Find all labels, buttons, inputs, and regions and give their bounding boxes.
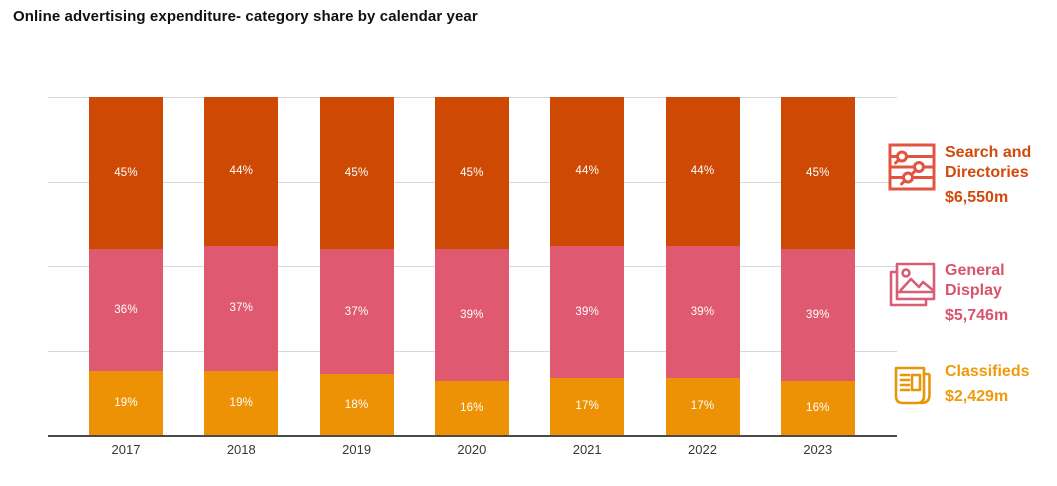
bar-segment: 17% bbox=[550, 377, 625, 435]
bar-value-label: 16% bbox=[460, 401, 484, 414]
bar-segment: 37% bbox=[204, 245, 279, 371]
chart-legend: Search and Directories $6,550m General D… bbox=[888, 0, 1056, 486]
bar-value-label: 36% bbox=[114, 303, 138, 316]
bar-value-label: 19% bbox=[229, 396, 254, 409]
stacked-bar-2020: 45% 39% 16% bbox=[434, 97, 509, 435]
legend-value: $5,746m bbox=[945, 307, 1009, 324]
legend-label-line: Classifieds bbox=[945, 363, 1030, 380]
x-tick-label: 2023 bbox=[803, 442, 833, 457]
legend-value: $2,429m bbox=[945, 388, 1009, 405]
x-axis-labels: 2017 2018 2019 2020 2021 2022 2023 bbox=[48, 442, 897, 460]
legend-value: $6,550m bbox=[945, 189, 1009, 206]
bar-value-label: 44% bbox=[690, 165, 715, 178]
plot-area: 45% 36% 19% 44% 37% 19% 45% 37% 18% 45% 39% 16% 44% 3… bbox=[48, 97, 897, 437]
bar-segment: 45% bbox=[780, 97, 855, 250]
bar-segment: 36% bbox=[89, 249, 163, 371]
stacked-bar-2017: 45% 36% 19% bbox=[89, 97, 163, 435]
bar-value-label: 17% bbox=[575, 400, 599, 413]
bar-segment: 17% bbox=[665, 377, 740, 435]
bar-segment: 37% bbox=[319, 249, 394, 375]
bar-value-label: 45% bbox=[460, 167, 484, 180]
legend-label-line: General bbox=[945, 262, 1005, 279]
legend-item-classifieds: Classifieds $2,429m bbox=[888, 362, 1029, 410]
bar-segment: 16% bbox=[434, 380, 509, 435]
bar-segment: 39% bbox=[780, 249, 855, 381]
stacked-bar-2022: 44% 39% 17% bbox=[665, 97, 740, 435]
bar-value-label: 37% bbox=[229, 302, 254, 315]
search-sliders-icon bbox=[888, 143, 936, 191]
stacked-bar-2018: 44% 37% 19% bbox=[204, 97, 279, 435]
x-tick-label: 2017 bbox=[111, 442, 141, 457]
bar-segment: 45% bbox=[89, 97, 163, 250]
bar-value-label: 18% bbox=[344, 398, 369, 411]
bar-segment: 44% bbox=[204, 97, 279, 246]
x-tick-label: 2021 bbox=[572, 442, 602, 457]
bar-segment: 44% bbox=[665, 97, 740, 246]
bar-value-label: 16% bbox=[805, 401, 830, 414]
x-tick-label: 2022 bbox=[688, 442, 717, 457]
bar-value-label: 44% bbox=[229, 165, 254, 178]
bar-value-label: 39% bbox=[805, 309, 830, 321]
bar-value-label: 44% bbox=[575, 165, 599, 178]
bar-value-label: 19% bbox=[114, 396, 138, 409]
legend-label-line: Display bbox=[945, 282, 1002, 299]
image-stack-icon bbox=[888, 261, 936, 309]
bar-segment: 39% bbox=[434, 249, 509, 381]
bar-segment: 16% bbox=[780, 380, 855, 435]
bar-value-label: 39% bbox=[575, 305, 599, 318]
legend-label-line: Directories bbox=[945, 164, 1029, 181]
bar-value-label: 45% bbox=[805, 167, 830, 180]
bar-segment: 19% bbox=[89, 370, 163, 435]
stacked-bar-2023: 45% 39% 16% bbox=[780, 97, 855, 435]
bar-value-label: 17% bbox=[690, 400, 715, 413]
bar-segment: 39% bbox=[665, 245, 740, 378]
bar-segment: 19% bbox=[204, 370, 279, 435]
bar-value-label: 45% bbox=[114, 167, 138, 180]
legend-item-search-directories: Search and Directories $6,550m bbox=[888, 143, 1031, 208]
bar-value-label: 45% bbox=[344, 167, 369, 180]
bar-segment: 44% bbox=[550, 97, 625, 246]
bar-value-label: 37% bbox=[344, 305, 369, 318]
x-tick-label: 2018 bbox=[226, 442, 256, 457]
legend-label-line: Search and bbox=[945, 144, 1032, 161]
x-tick-label: 2020 bbox=[457, 442, 487, 457]
bar-value-label: 39% bbox=[690, 305, 715, 318]
bar-segment: 39% bbox=[550, 245, 625, 378]
legend-item-general-display: General Display $5,746m bbox=[888, 261, 1008, 326]
bar-segment: 45% bbox=[319, 97, 394, 250]
bar-segment: 18% bbox=[319, 374, 394, 435]
newspaper-icon bbox=[888, 362, 936, 410]
x-tick-label: 2019 bbox=[342, 442, 372, 457]
stacked-bar-2021: 44% 39% 17% bbox=[550, 97, 625, 435]
bar-value-label: 39% bbox=[460, 309, 484, 321]
stacked-bar-2019: 45% 37% 18% bbox=[319, 97, 394, 435]
chart-title: Online advertising expenditure- category… bbox=[13, 8, 478, 25]
bar-segment: 45% bbox=[434, 97, 509, 250]
